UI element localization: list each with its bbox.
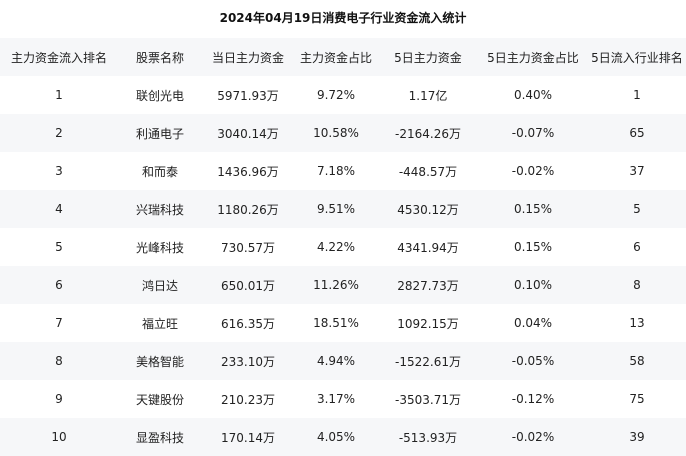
- cell-stock-name: 联创光电: [135, 88, 184, 103]
- header-5day-main-fund-ratio: 5日主力资金占比: [487, 50, 579, 65]
- cell-stock-name: 兴瑞科技: [135, 202, 184, 217]
- cell-main-fund-ratio: 18.51%: [313, 316, 359, 330]
- cell-rank: 7: [55, 316, 63, 330]
- cell-5day-main-fund: -448.57万: [398, 164, 458, 179]
- cell-rank: 5: [55, 240, 63, 254]
- table-row: 5 光峰科技 730.57万 4.22% 4341.94万 0.15% 6: [0, 228, 686, 266]
- cell-stock-name: 天键股份: [135, 392, 184, 407]
- cell-main-fund-ratio: 4.05%: [316, 430, 356, 444]
- header-rank: 主力资金流入排名: [10, 50, 107, 65]
- cell-5day-main-fund-ratio: 0.04%: [513, 316, 553, 330]
- cell-5day-main-fund: 4341.94万: [397, 240, 459, 255]
- table-row: 10 显盈科技 170.14万 4.05% -513.93万 -0.02% 39: [0, 418, 686, 456]
- cell-daily-main-fund: 5971.93万: [217, 88, 279, 103]
- cell-main-fund-ratio: 4.94%: [316, 354, 356, 368]
- table-row: 1 联创光电 5971.93万 9.72% 1.17亿 0.40% 1: [0, 76, 686, 114]
- cell-rank: 3: [55, 164, 63, 178]
- page-title: 2024年04月19日消费电子行业资金流入统计: [219, 11, 467, 25]
- cell-rank: 9: [55, 392, 63, 406]
- cell-main-fund-ratio: 4.22%: [316, 240, 356, 254]
- cell-rank: 4: [55, 202, 63, 216]
- cell-rank: 10: [51, 430, 67, 444]
- cell-5day-main-fund-ratio: 0.40%: [513, 88, 553, 102]
- cell-5day-main-fund: 2827.73万: [397, 278, 459, 293]
- cell-main-fund-ratio: 10.58%: [313, 126, 359, 140]
- cell-5day-industry-rank: 5: [633, 202, 641, 216]
- table-header-row: 主力资金流入排名 股票名称 当日主力资金 主力资金占比 5日主力资金 5日主力资…: [0, 38, 686, 76]
- cell-5day-main-fund: -2164.26万: [395, 126, 461, 141]
- cell-daily-main-fund: 650.01万: [221, 278, 275, 293]
- table-row: 2 利通电子 3040.14万 10.58% -2164.26万 -0.07% …: [0, 114, 686, 152]
- cell-5day-industry-rank: 37: [629, 164, 645, 178]
- table-row: 6 鸿日达 650.01万 11.26% 2827.73万 0.10% 8: [0, 266, 686, 304]
- cell-5day-industry-rank: 8: [633, 278, 641, 292]
- cell-5day-industry-rank: 39: [629, 430, 645, 444]
- cell-rank: 1: [55, 88, 63, 102]
- cell-stock-name: 利通电子: [135, 126, 184, 141]
- header-5day-main-fund: 5日主力资金: [394, 50, 462, 65]
- table-row: 4 兴瑞科技 1180.26万 9.51% 4530.12万 0.15% 5: [0, 190, 686, 228]
- cell-5day-main-fund: 1092.15万: [397, 316, 459, 331]
- cell-5day-industry-rank: 75: [629, 392, 645, 406]
- cell-main-fund-ratio: 3.17%: [316, 392, 356, 406]
- cell-daily-main-fund: 233.10万: [221, 354, 275, 369]
- cell-stock-name: 和而泰: [141, 164, 178, 179]
- cell-daily-main-fund: 1180.26万: [217, 202, 279, 217]
- table-row: 7 福立旺 616.35万 18.51% 1092.15万 0.04% 13: [0, 304, 686, 342]
- header-main-fund-ratio: 主力资金占比: [299, 50, 372, 65]
- cell-5day-main-fund: 1.17亿: [408, 88, 448, 103]
- cell-5day-industry-rank: 6: [633, 240, 641, 254]
- cell-main-fund-ratio: 11.26%: [313, 278, 359, 292]
- cell-daily-main-fund: 210.23万: [221, 392, 275, 407]
- table-row: 3 和而泰 1436.96万 7.18% -448.57万 -0.02% 37: [0, 152, 686, 190]
- cell-stock-name: 光峰科技: [135, 240, 184, 255]
- cell-5day-main-fund-ratio: -0.12%: [511, 392, 555, 406]
- cell-5day-main-fund: 4530.12万: [397, 202, 459, 217]
- cell-5day-main-fund-ratio: 0.15%: [513, 240, 553, 254]
- cell-main-fund-ratio: 9.51%: [316, 202, 356, 216]
- cell-5day-industry-rank: 65: [629, 126, 645, 140]
- cell-daily-main-fund: 1436.96万: [217, 164, 279, 179]
- cell-5day-main-fund-ratio: -0.02%: [511, 164, 555, 178]
- cell-5day-industry-rank: 1: [633, 88, 641, 102]
- cell-rank: 8: [55, 354, 63, 368]
- cell-5day-main-fund-ratio: 0.10%: [513, 278, 553, 292]
- cell-5day-main-fund: -3503.71万: [395, 392, 461, 407]
- table-row: 9 天键股份 210.23万 3.17% -3503.71万 -0.12% 75: [0, 380, 686, 418]
- cell-rank: 2: [55, 126, 63, 140]
- table-row: 8 美格智能 233.10万 4.94% -1522.61万 -0.05% 58: [0, 342, 686, 380]
- cell-5day-industry-rank: 13: [629, 316, 645, 330]
- cell-5day-main-fund-ratio: -0.02%: [511, 430, 555, 444]
- cell-stock-name: 显盈科技: [135, 430, 184, 445]
- cell-5day-main-fund-ratio: 0.15%: [513, 202, 553, 216]
- cell-rank: 6: [55, 278, 63, 292]
- cell-main-fund-ratio: 7.18%: [316, 164, 356, 178]
- cell-stock-name: 鸿日达: [141, 278, 178, 293]
- cell-stock-name: 美格智能: [135, 354, 184, 369]
- cell-5day-main-fund: -513.93万: [398, 430, 458, 445]
- header-5day-industry-rank: 5日流入行业排名: [591, 50, 683, 65]
- cell-stock-name: 福立旺: [141, 316, 178, 331]
- cell-5day-industry-rank: 58: [629, 354, 645, 368]
- cell-daily-main-fund: 3040.14万: [217, 126, 279, 141]
- cell-daily-main-fund: 170.14万: [221, 430, 275, 445]
- header-stock-name: 股票名称: [135, 50, 184, 65]
- cell-5day-main-fund-ratio: -0.07%: [511, 126, 555, 140]
- cell-main-fund-ratio: 9.72%: [316, 88, 356, 102]
- cell-daily-main-fund: 730.57万: [221, 240, 275, 255]
- cell-5day-main-fund: -1522.61万: [395, 354, 461, 369]
- fund-flow-table: 主力资金流入排名 股票名称 当日主力资金 主力资金占比 5日主力资金 5日主力资…: [0, 38, 686, 456]
- cell-5day-main-fund-ratio: -0.05%: [511, 354, 555, 368]
- cell-daily-main-fund: 616.35万: [221, 316, 275, 331]
- header-daily-main-fund: 当日主力资金: [211, 50, 284, 65]
